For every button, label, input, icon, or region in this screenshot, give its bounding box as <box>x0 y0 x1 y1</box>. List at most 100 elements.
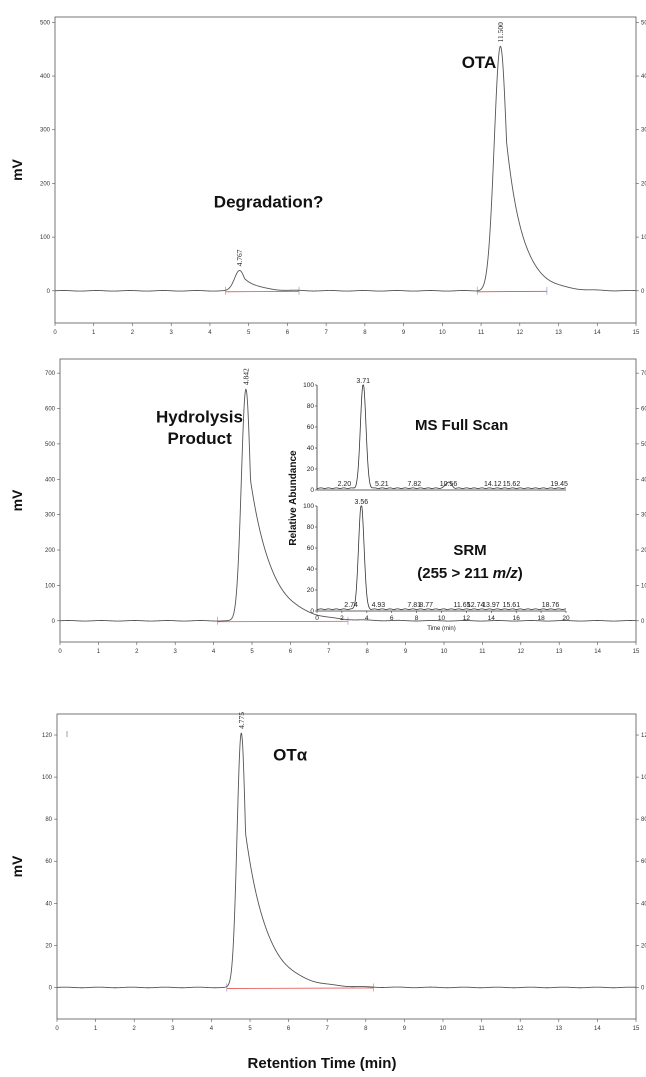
y-tick-label-right: 200 <box>641 548 646 554</box>
x-tick-label: 8 <box>363 330 367 336</box>
chromatogram-trace <box>56 732 637 989</box>
y-tick-label: 500 <box>40 20 51 26</box>
integration-baseline <box>477 290 547 293</box>
y-tick-label: 80 <box>45 817 52 823</box>
peak-retention-label: 4.775 <box>237 712 246 729</box>
peak-annotation: Hydrolysis <box>156 408 243 427</box>
x-tick-label: 9 <box>404 649 408 655</box>
inset-peak-label: 15.61 <box>503 602 521 609</box>
inset-peak-label: 10.56 <box>440 481 458 488</box>
inset-y-tick-label: 80 <box>307 403 315 410</box>
y-tick-label-right: 100 <box>641 775 646 781</box>
y-tick-label-right: 20 <box>641 943 646 949</box>
x-tick-label: 1 <box>94 1026 98 1032</box>
x-tick-label: 6 <box>287 1026 291 1032</box>
x-tick-label: 2 <box>135 649 139 655</box>
inset-x-tick-label: 12 <box>463 615 471 622</box>
y-tick-label-right: 40 <box>641 901 646 907</box>
inset-x-tick-label: 6 <box>390 615 394 622</box>
peak-retention-label: 11.500 <box>496 22 505 43</box>
inset-peak-label: 19.45 <box>550 481 568 488</box>
inset-peak-label: 12.74 <box>467 602 485 609</box>
y-tick-label: 300 <box>45 513 56 519</box>
inset-peak-label: 4.93 <box>372 602 386 609</box>
inset-x-tick-label: 14 <box>488 615 496 622</box>
x-tick-label: 2 <box>131 330 135 336</box>
x-tick-label: 9 <box>402 330 406 336</box>
y-tick-label: 500 <box>45 442 56 448</box>
integration-baseline <box>226 987 374 989</box>
x-tick-label: 13 <box>555 1026 562 1032</box>
inset-x-tick-label: 4 <box>365 615 369 622</box>
inset-y-tick-label: 80 <box>307 524 315 531</box>
y-tick-label-right: 120 <box>641 733 646 739</box>
x-tick-label: 4 <box>210 1026 214 1032</box>
inset-panel-1: 0 20 40 60 80 100 2.20 3.71 5.21 7.82 10.56 14.12 15… <box>303 378 568 494</box>
inset-peak-label: 11.65 <box>454 602 471 609</box>
inset-y-tick-label: 40 <box>307 566 315 573</box>
y-tick-label-right: 400 <box>641 477 646 483</box>
x-tick-label: 8 <box>366 649 370 655</box>
inset-x-tick-label: 20 <box>562 615 570 622</box>
inset-peak-label: 3.71 <box>356 378 370 385</box>
y-tick-label: 100 <box>40 235 51 241</box>
y-tick-label: 0 <box>47 289 51 295</box>
x-tick-label: 0 <box>58 649 62 655</box>
x-tick-label: 11 <box>479 649 486 655</box>
chromatogram-panel-3: 0123456789101112131415002020404060608080… <box>9 712 646 1032</box>
y-axis-label: mV <box>9 158 25 180</box>
inset-y-tick-label: 40 <box>307 445 315 452</box>
x-tick-label: 7 <box>327 649 331 655</box>
inset-peak-label: 2.20 <box>338 481 352 488</box>
inset-trace <box>316 505 567 611</box>
plot-frame <box>56 713 637 1020</box>
x-tick-label: 3 <box>170 330 174 336</box>
inset-peak-label: 15.62 <box>503 481 521 488</box>
x-tick-label: 9 <box>403 1026 407 1032</box>
y-tick-label: 200 <box>45 548 56 554</box>
y-tick-label: 20 <box>45 943 52 949</box>
srm-transition: (255 > 211 <box>417 565 492 582</box>
inset-title-srm: SRM <box>453 542 486 559</box>
inset-x-tick-label: 10 <box>438 615 446 622</box>
x-tick-label: 5 <box>247 330 251 336</box>
inset-subtitle-srm: (255 > 211 m/z) <box>417 565 523 582</box>
y-axis-label: mV <box>9 855 25 877</box>
inset-y-tick-label: 0 <box>310 487 314 494</box>
x-tick-label: 10 <box>439 330 446 336</box>
x-tick-label: 8 <box>364 1026 368 1032</box>
y-tick-label: 120 <box>42 733 53 739</box>
x-tick-label: 14 <box>594 1026 601 1032</box>
inset-y-tick-label: 20 <box>307 587 315 594</box>
inset-x-axis-label: Time (min) <box>427 626 455 632</box>
y-tick-label: 0 <box>52 619 56 625</box>
x-tick-label: 12 <box>517 1026 524 1032</box>
inset-peak-label: 8.77 <box>419 602 433 609</box>
x-tick-label: 13 <box>556 649 563 655</box>
y-tick-label-right: 500 <box>641 20 646 26</box>
x-tick-label: 5 <box>250 649 254 655</box>
y-tick-label: 100 <box>42 775 53 781</box>
peak-annotation: Degradation? <box>214 193 324 212</box>
inset-y-tick-label: 20 <box>307 466 315 473</box>
inset-x-tick-label: 16 <box>513 615 521 622</box>
x-tick-label: 14 <box>594 330 601 336</box>
x-tick-label: 7 <box>326 1026 330 1032</box>
plot-frame <box>59 358 637 643</box>
x-tick-label: 11 <box>478 330 485 336</box>
srm-close: ) <box>518 565 523 582</box>
y-tick-label-right: 100 <box>641 235 646 241</box>
chromatogram-trace <box>59 388 637 622</box>
plot-frame <box>54 16 637 324</box>
inset-y-tick-label: 60 <box>307 545 315 552</box>
inset-y-tick-label: 0 <box>310 608 314 615</box>
x-tick-label: 2 <box>133 1026 137 1032</box>
y-tick-label-right: 300 <box>641 513 646 519</box>
inset-x-tick-label: 2 <box>340 615 344 622</box>
inset-peak-label: 2.74 <box>344 602 358 609</box>
inset-y-tick-label: 100 <box>303 503 314 510</box>
x-tick-label: 11 <box>478 1026 485 1032</box>
x-tick-label: 1 <box>92 330 96 336</box>
y-tick-label-right: 200 <box>641 181 646 187</box>
x-tick-label: 7 <box>324 330 328 336</box>
